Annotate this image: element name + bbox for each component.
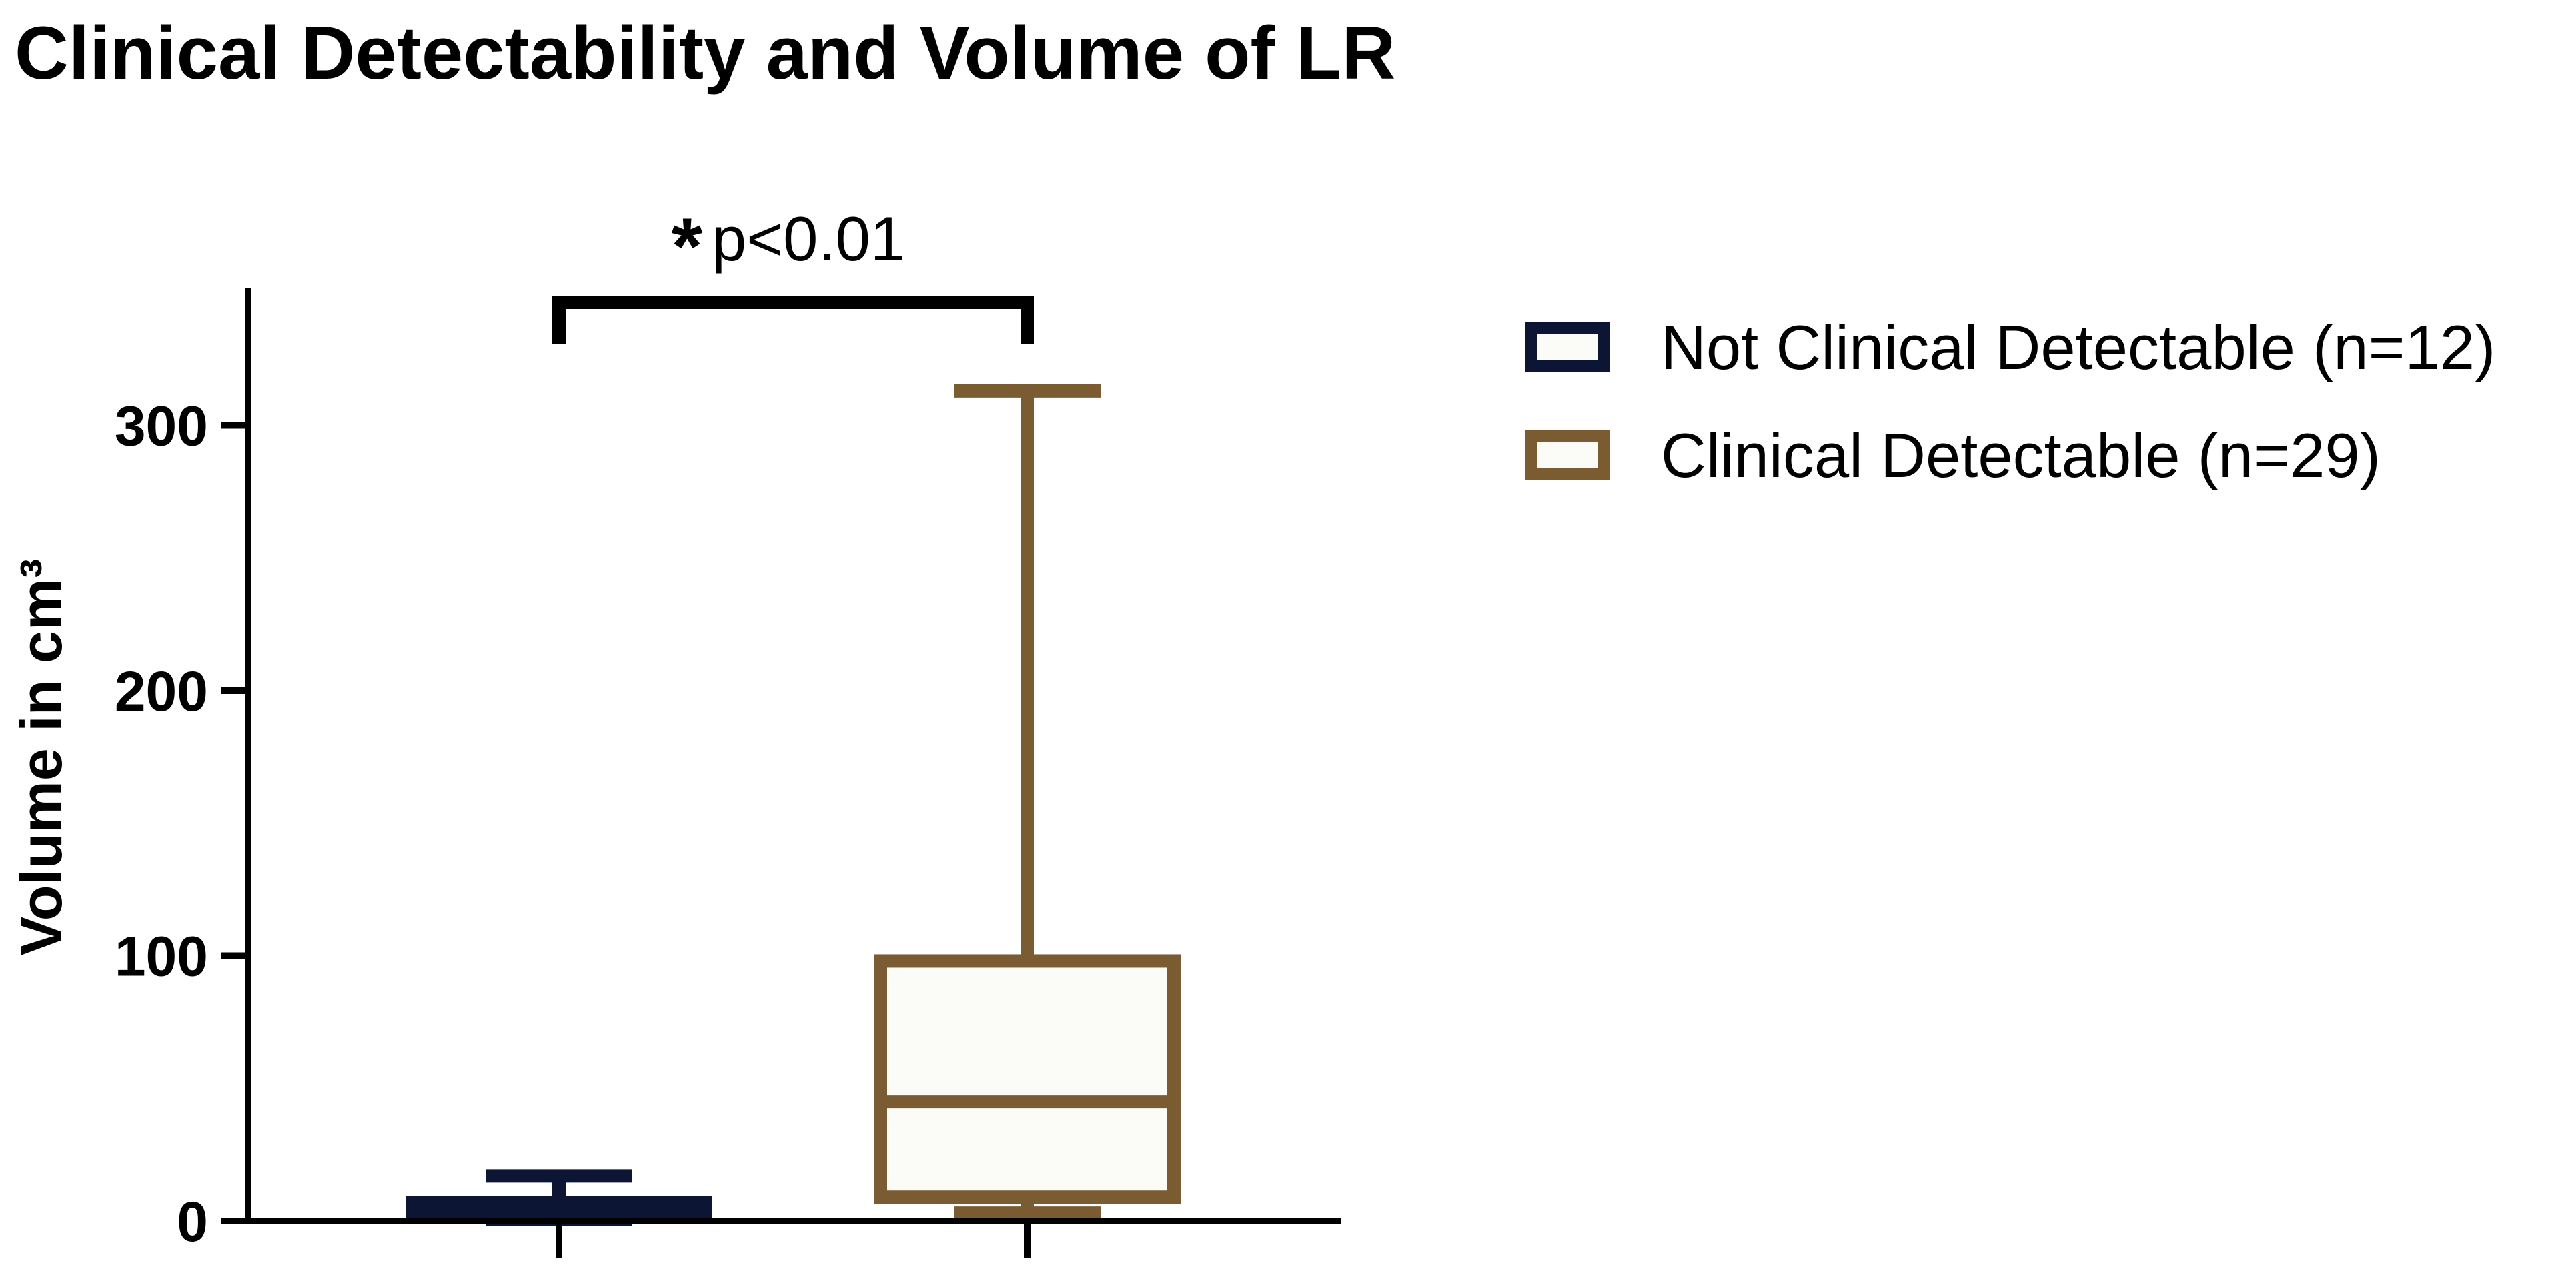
y-tick-label: 200 (115, 660, 208, 723)
legend: Not Clinical Detectable (n=12) Clinical D… (1525, 312, 2495, 490)
y-tick-label: 100 (115, 925, 208, 988)
y-axis-label: Volume in cm³ (8, 559, 74, 956)
significance-bracket (552, 296, 1034, 344)
y-tick-label: 0 (177, 1190, 208, 1253)
y-tick-label: 300 (115, 395, 208, 458)
box-series (406, 384, 1181, 1227)
legend-label: Clinical Detectable (n=29) (1661, 420, 2381, 490)
box-series-2 (874, 384, 1181, 1220)
box-iqr (874, 954, 1181, 1204)
box-series-1 (406, 1169, 712, 1227)
legend-swatch (1525, 430, 1610, 480)
significance-star: * (672, 201, 703, 291)
legend-swatch (1525, 322, 1610, 372)
legend-label: Not Clinical Detectable (n=12) (1661, 312, 2495, 382)
chart-title: Clinical Detectability and Volume of LR (15, 11, 1395, 95)
significance-annotation: * p<0.01 (552, 201, 1034, 344)
axes (245, 288, 1341, 1258)
significance-text: p<0.01 (712, 203, 905, 274)
y-axis-ticks: 0 100 200 300 (115, 395, 248, 1253)
